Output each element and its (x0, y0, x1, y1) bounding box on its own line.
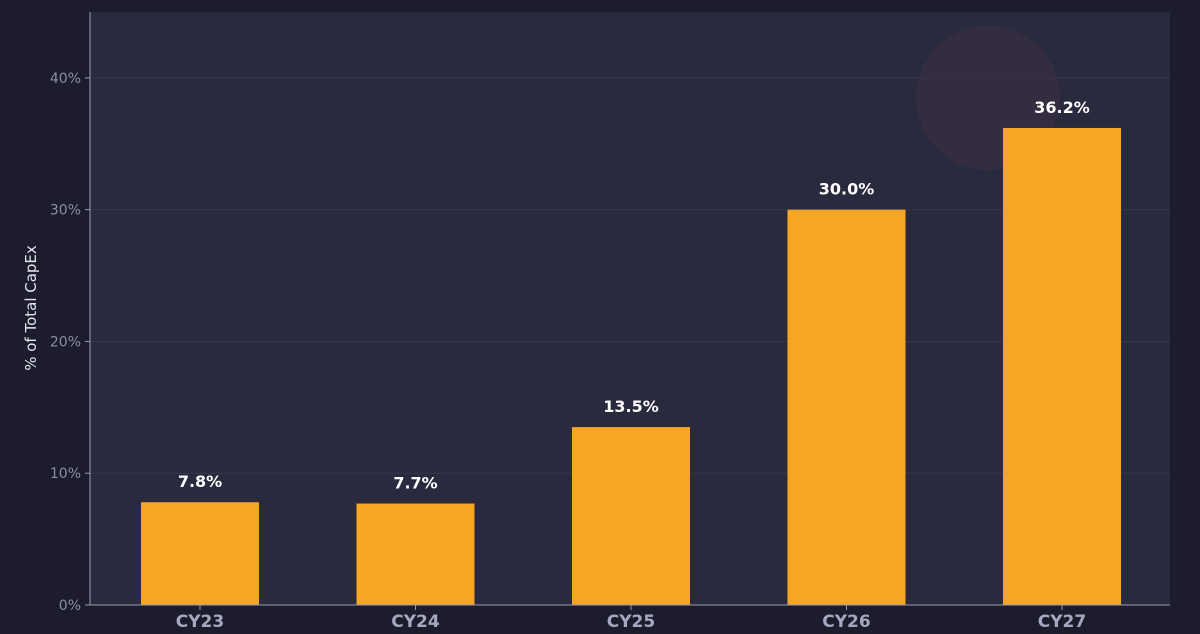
x-tick-label-cy24: CY24 (391, 612, 440, 630)
bar-cy27 (1003, 127, 1121, 605)
y-tick-label: 20% (50, 334, 81, 350)
x-tick-label-cy23: CY23 (176, 612, 224, 630)
y-tick-label: 40% (50, 71, 81, 87)
x-tick-label-cy25: CY25 (607, 612, 655, 630)
x-tick-label-cy26: CY26 (822, 612, 870, 630)
value-label-cy25: 13.5% (603, 397, 659, 416)
bar-cy24 (356, 503, 475, 605)
value-label-cy23: 7.8% (178, 472, 222, 491)
bar-cy26 (787, 209, 906, 605)
value-label-cy26: 30.0% (819, 180, 875, 199)
y-tick-label: 0% (59, 598, 81, 614)
bar-cy23 (141, 502, 259, 605)
labels: 0% 10% 20% 30% 40% 7.8% CY23 7.7% CY24 13.5% CY25 3… (50, 71, 1090, 632)
value-label-cy27: 36.2% (1034, 98, 1090, 117)
y-axis-title: % of Total CapEx (22, 245, 40, 371)
axes (89, 12, 1170, 606)
x-tick-label-cy27: CY27 (1038, 612, 1086, 630)
y-tick-label: 30% (50, 203, 81, 219)
y-tick-label: 10% (50, 466, 81, 482)
value-label-cy24: 7.7% (393, 474, 437, 493)
bar-cy25 (572, 427, 690, 605)
bars (141, 127, 1121, 605)
